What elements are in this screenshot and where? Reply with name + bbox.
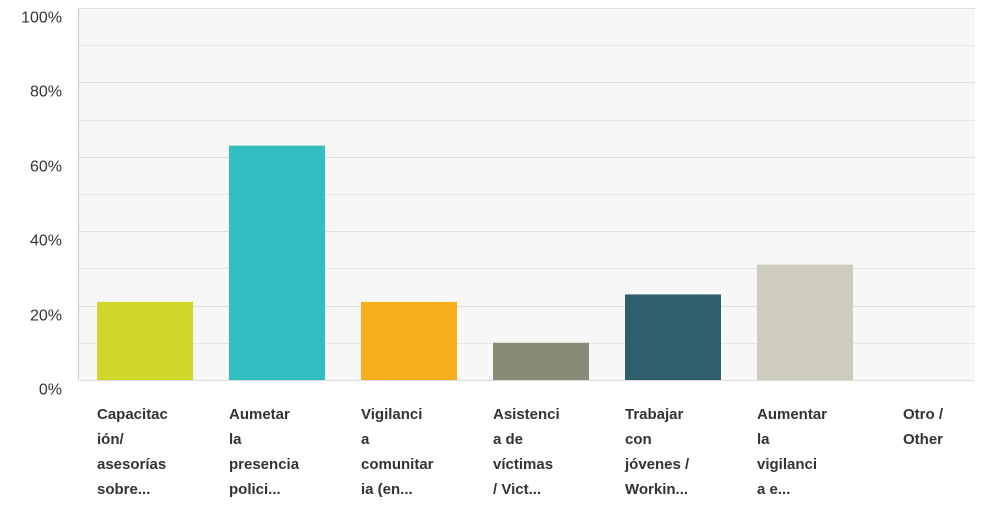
x-tick-label: a <box>361 431 370 448</box>
x-tick-label: con <box>625 431 652 448</box>
bar <box>229 145 325 380</box>
x-tick-label: comunitar <box>361 456 434 473</box>
x-tick-label: polici... <box>229 481 281 498</box>
x-tick-label: a de <box>493 431 523 448</box>
y-tick-label: 20% <box>30 308 62 325</box>
bar <box>625 294 721 380</box>
x-tick-label: vigilanci <box>757 456 817 473</box>
x-tick-label: ia (en... <box>361 481 413 498</box>
y-tick-label: 0% <box>39 382 62 399</box>
x-tick-label: Other <box>903 431 943 448</box>
x-tick-label: a e... <box>757 481 790 498</box>
x-tick-label: sobre... <box>97 481 150 498</box>
x-tick-label: Capacitac <box>97 406 168 423</box>
x-tick-label: la <box>229 431 242 448</box>
x-tick-label: / Vict... <box>493 481 541 498</box>
x-tick-label: Asistenci <box>493 406 560 423</box>
x-tick-label: presencia <box>229 456 300 473</box>
x-tick-label: Aumentar <box>757 406 827 423</box>
x-tick-label: Workin... <box>625 481 688 498</box>
x-tick-label: jóvenes / <box>624 456 690 473</box>
y-tick-label: 40% <box>30 233 62 250</box>
x-tick-label: Vigilanci <box>361 406 422 423</box>
bar <box>361 301 457 380</box>
x-tick-label: Aumetar <box>229 406 290 423</box>
bar <box>97 301 193 380</box>
bar <box>493 342 589 380</box>
x-tick-label: Trabajar <box>625 406 684 423</box>
x-tick-label: víctimas <box>493 456 553 473</box>
y-tick-label: 60% <box>30 159 62 176</box>
x-tick-label: Otro / <box>903 406 944 423</box>
bar <box>757 264 853 380</box>
y-tick-label: 80% <box>30 84 62 101</box>
x-tick-label: ión/ <box>97 431 124 448</box>
x-tick-label: la <box>757 431 770 448</box>
y-tick-label: 100% <box>21 10 62 27</box>
x-tick-label: asesorías <box>97 456 166 473</box>
